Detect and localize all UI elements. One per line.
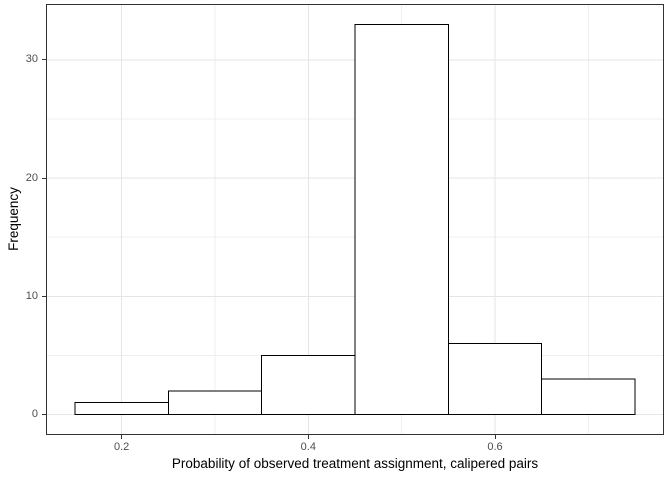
x-tick-mark [121,435,123,439]
y-tick-label: 10 [25,289,38,302]
y-axis-title: Frequency [6,187,21,251]
y-tick-label: 30 [25,53,38,66]
x-tick-label: 0.4 [300,441,316,453]
plot-panel [46,4,664,435]
histogram-bar [261,354,356,415]
y-tick-mark [42,295,46,297]
x-tick-mark [494,435,496,439]
x-tick-label: 0.2 [114,441,130,453]
x-axis-title: Probability of observed treatment assign… [171,456,539,471]
histogram-bar [167,390,263,416]
y-tick-label: 0 [31,408,38,420]
y-tick-label: 20 [25,171,38,184]
histogram-bar [74,402,169,416]
y-tick-mark [42,414,46,415]
x-tick-label: 0.6 [487,441,503,453]
y-tick-mark [42,177,46,179]
histogram-bar [447,343,543,415]
histogram-bar [541,378,636,415]
y-tick-mark [42,59,46,61]
x-tick-mark [307,435,309,439]
plot-canvas [47,5,663,434]
histogram-bar [354,24,449,415]
